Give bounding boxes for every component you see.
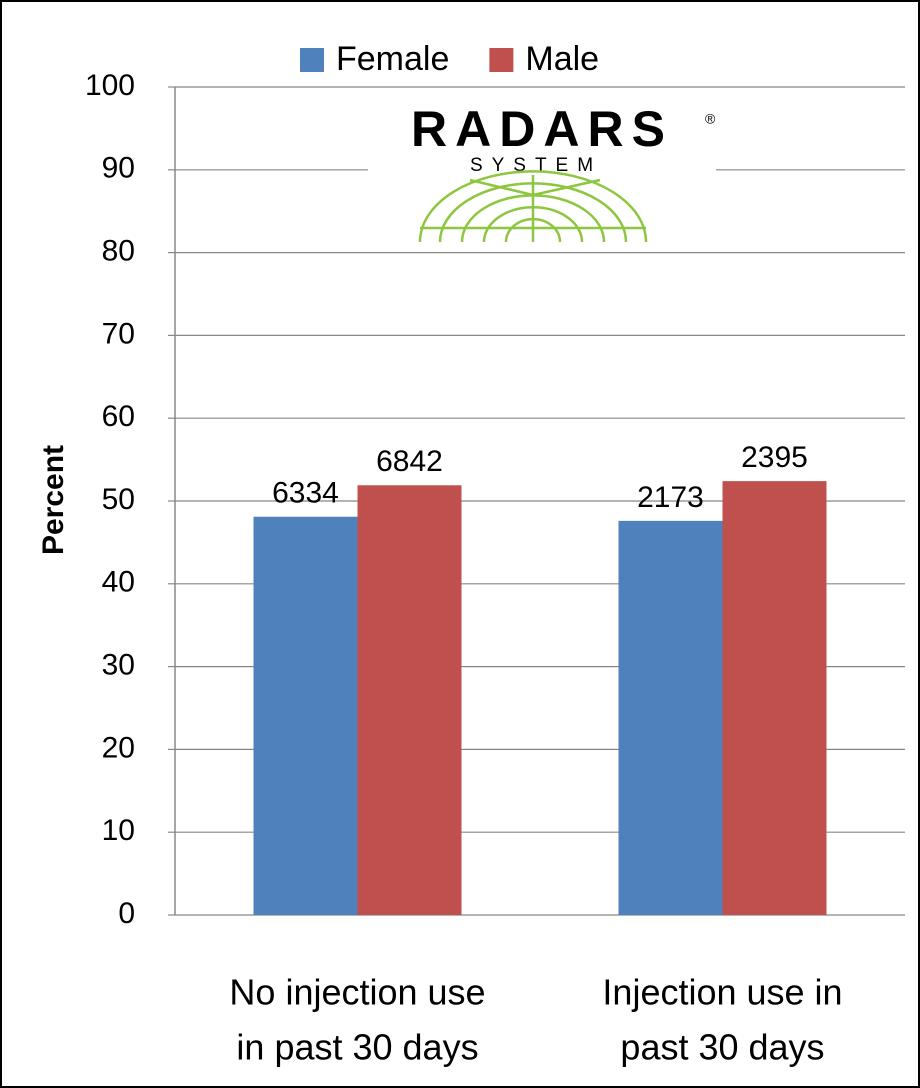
logo-subtitle: SYSTEM: [470, 155, 602, 176]
bar: [722, 481, 827, 915]
bar: [253, 516, 358, 915]
data-label: 2173: [637, 481, 704, 514]
y-axis-label: Percent: [37, 445, 70, 555]
x-tick-label: past 30 days: [620, 1027, 824, 1068]
x-tick-label: Injection use in: [602, 972, 842, 1013]
legend-swatch: [300, 48, 324, 72]
logo-background: [368, 108, 716, 248]
y-tick-label: 20: [102, 731, 135, 764]
logo-name: RADARS: [411, 101, 673, 157]
y-tick-label: 90: [102, 152, 135, 185]
legend-swatch: [489, 48, 514, 72]
y-tick-label: 30: [102, 649, 135, 682]
y-tick-label: 10: [102, 814, 135, 847]
y-tick-label: 50: [102, 483, 135, 516]
bar: [618, 520, 723, 915]
y-tick-label: 0: [118, 897, 135, 930]
y-tick-label: 80: [102, 235, 135, 268]
data-label: 2395: [741, 441, 808, 474]
legend-label: Male: [525, 40, 599, 78]
logo: RADARS ® SYSTEM: [411, 101, 716, 243]
logo-radar: [418, 170, 648, 243]
y-tick-label: 70: [102, 317, 135, 350]
x-tick-label: No injection use: [229, 972, 485, 1013]
y-tick-label: 100: [85, 69, 135, 102]
bar: [357, 485, 462, 915]
data-label: 6842: [376, 445, 443, 478]
y-tick-label: 40: [102, 566, 135, 599]
x-tick-label: in past 30 days: [236, 1027, 478, 1068]
legend-label: Female: [336, 40, 449, 78]
logo-mark: ®: [705, 111, 716, 127]
data-label: 6334: [272, 477, 339, 510]
y-tick-label: 60: [102, 400, 135, 433]
